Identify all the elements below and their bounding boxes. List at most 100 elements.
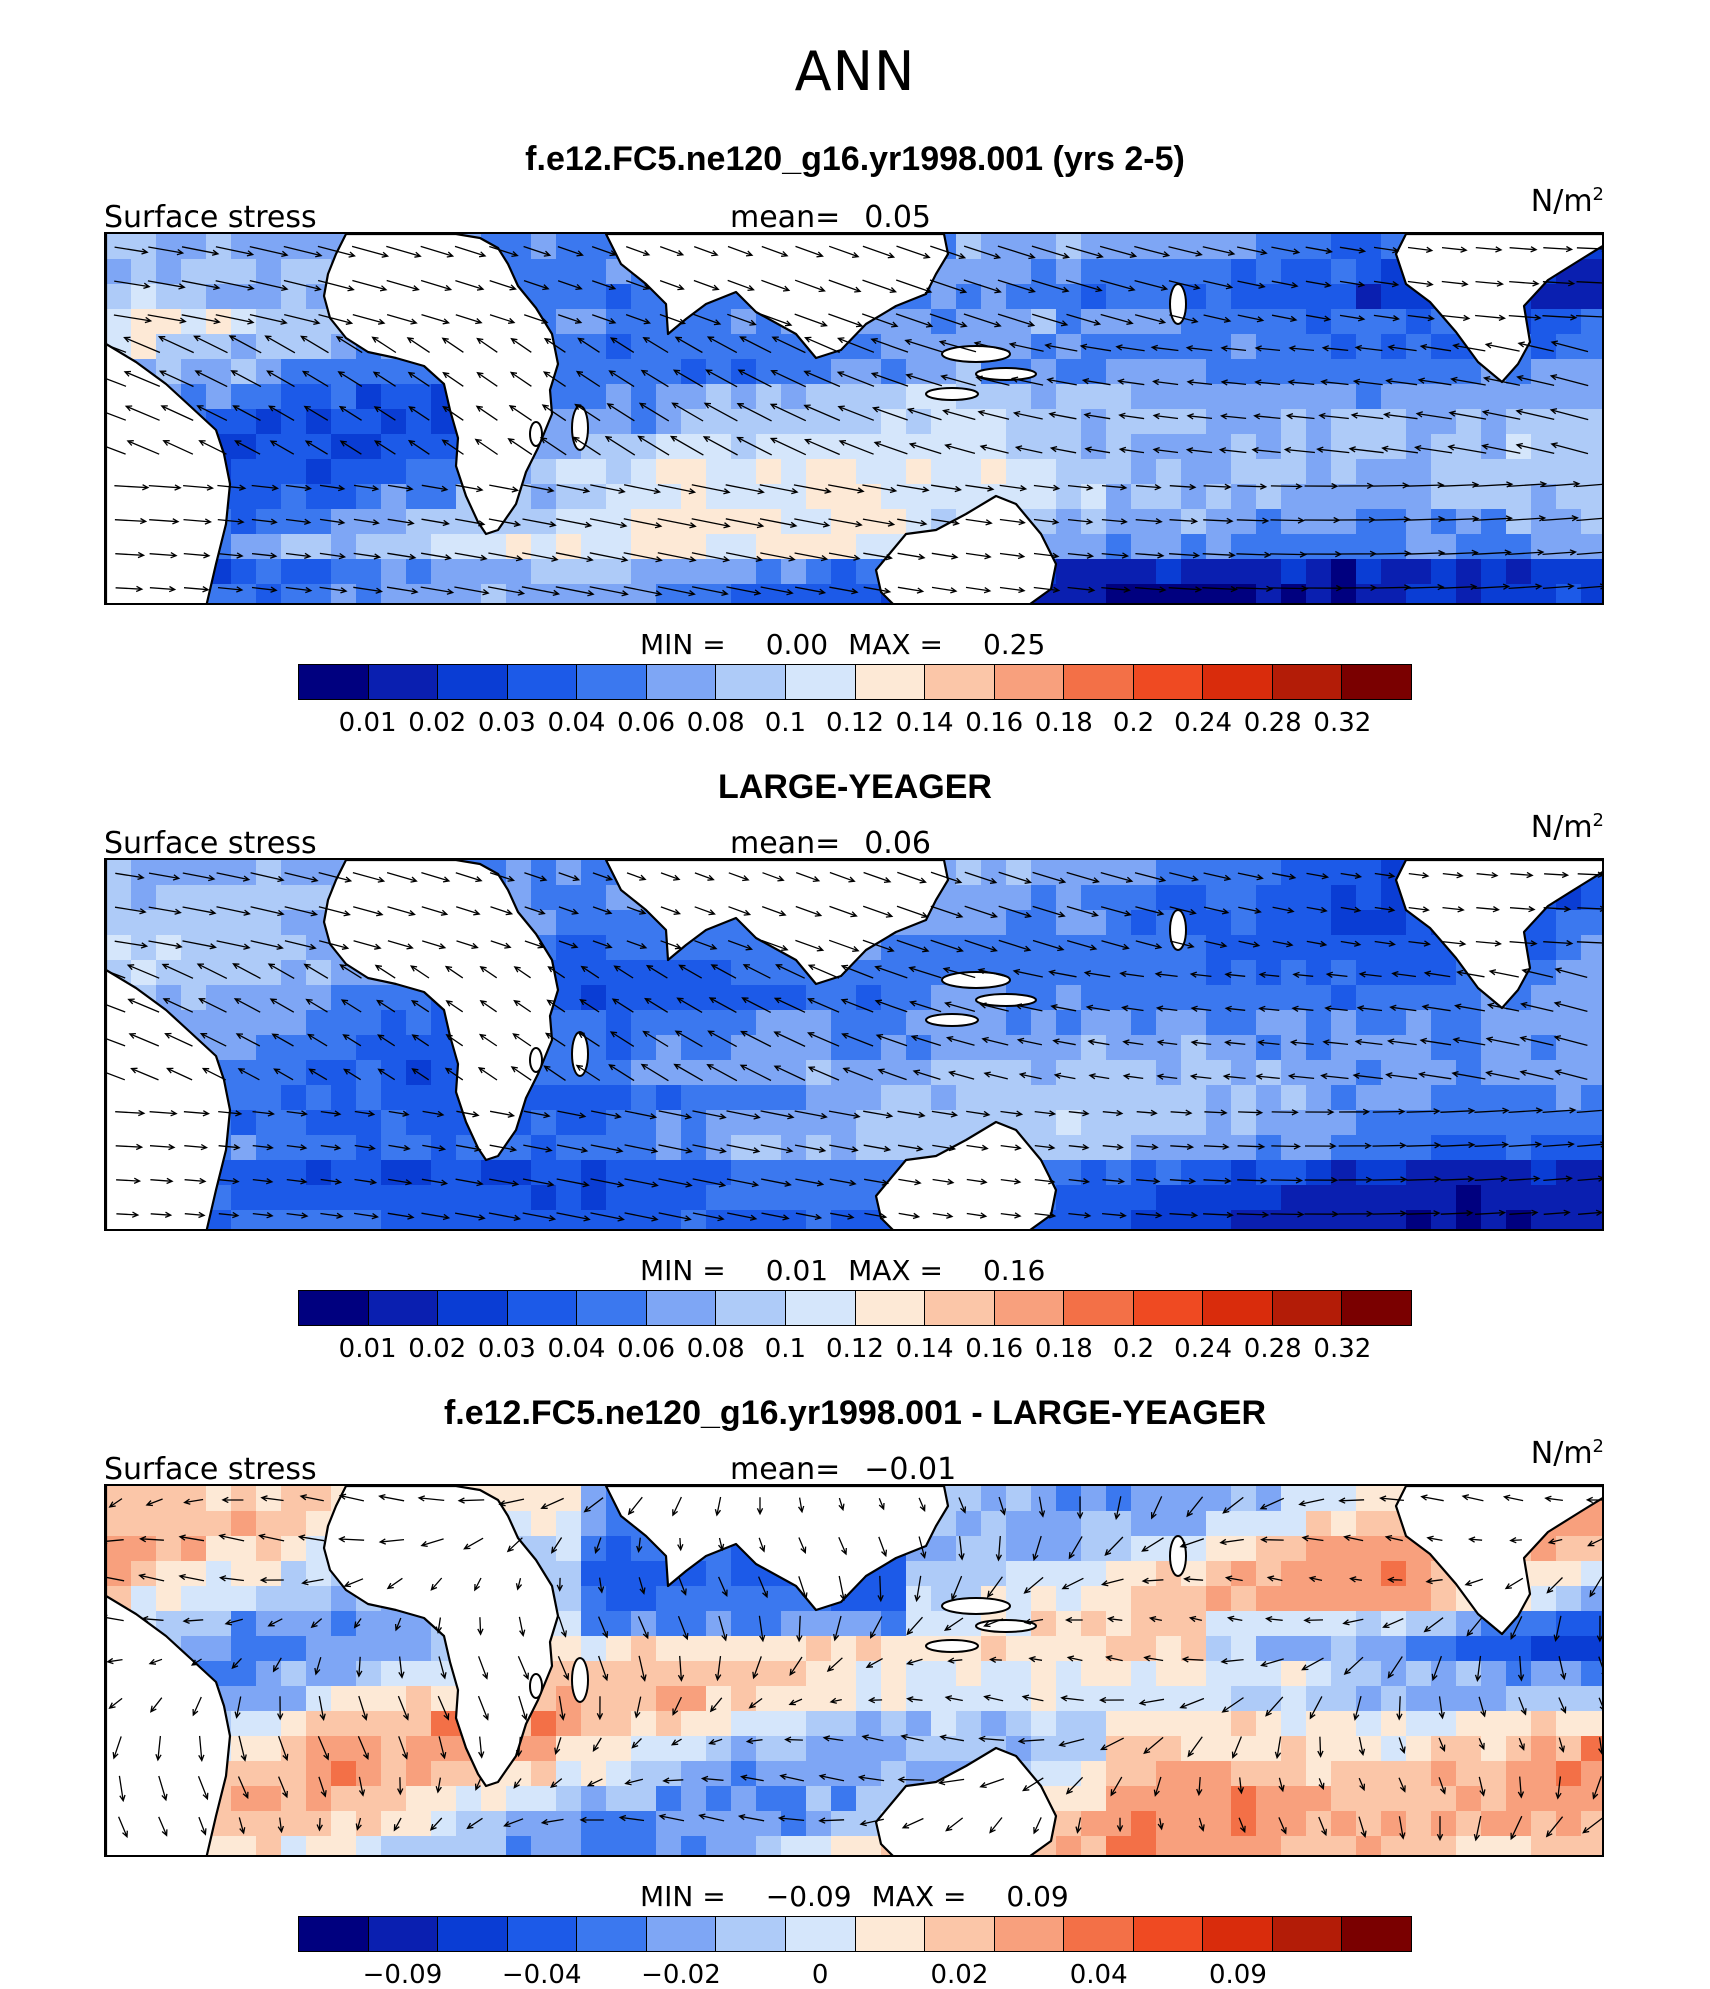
field-cell (1231, 1210, 1257, 1229)
stress-vector (1587, 1538, 1602, 1547)
field-cell (1206, 1536, 1232, 1562)
stress-vector (138, 1573, 165, 1582)
stress-vector (522, 1212, 557, 1222)
stress-vector (352, 871, 386, 883)
stress-vector (490, 940, 512, 949)
field-cell (1506, 1836, 1532, 1855)
land-mass (322, 1486, 560, 1788)
colorbar-ticks: 0.01 0.02 0.03 0.04 0.06 0.08 0.1 0.12 0.14 0.16 0… (298, 1334, 1412, 1368)
field-cell (931, 1661, 957, 1687)
stress-vector (1517, 1776, 1525, 1799)
stress-vector (148, 940, 183, 950)
stress-vector (1339, 314, 1366, 322)
field-cell (406, 1210, 432, 1229)
field-cell (1156, 1210, 1182, 1229)
stress-vector (237, 1776, 249, 1800)
stress-vector (148, 246, 185, 256)
stress-vector (590, 1110, 622, 1120)
stress-vector (865, 1658, 883, 1668)
stress-vector (838, 1536, 847, 1556)
stress-vector (1508, 1175, 1541, 1182)
stress-vector (455, 872, 483, 883)
stress-vector (964, 939, 998, 953)
stress-vector (609, 1031, 635, 1047)
field-cell (356, 1786, 382, 1812)
stress-vector (182, 1617, 204, 1625)
stress-vector (557, 280, 583, 291)
stress-vector (558, 1695, 566, 1721)
stress-vector (1442, 906, 1465, 913)
stress-vector (1454, 1003, 1486, 1012)
field-cell (206, 359, 232, 385)
field-cell (1181, 1611, 1207, 1637)
field-cell (1306, 1761, 1332, 1787)
stress-vector (1407, 246, 1434, 254)
field-cell (681, 334, 707, 360)
field-cell (1456, 484, 1482, 510)
field-cell (781, 1160, 807, 1186)
stress-vector (1348, 446, 1384, 454)
field-cell (731, 1661, 757, 1687)
stress-vector (157, 336, 194, 354)
field-cell (1006, 1686, 1032, 1712)
field-cell (256, 860, 282, 886)
field-cell (106, 284, 132, 310)
field-cell (756, 459, 782, 485)
field-cell (381, 559, 407, 585)
stress-vector (1371, 516, 1411, 523)
field-cell (1131, 384, 1157, 410)
field-cell (1356, 1486, 1382, 1512)
field-cell (606, 910, 632, 936)
field-cell (581, 885, 607, 911)
stress-vector (726, 1178, 760, 1188)
field-cell (256, 1561, 282, 1587)
field-cell (1106, 434, 1132, 460)
stress-vector (1032, 1535, 1042, 1562)
stress-vector (627, 1496, 643, 1516)
stress-vector (586, 1778, 603, 1787)
field-cell (681, 1586, 707, 1612)
field-cell (1456, 1135, 1482, 1161)
field-cell (1331, 559, 1357, 585)
field-cell (1006, 1536, 1032, 1562)
stress-vector (320, 1110, 342, 1117)
stress-vector (1464, 1578, 1484, 1587)
field-cell (1156, 1185, 1182, 1211)
stress-vector (863, 1178, 890, 1186)
field-cell (1456, 1836, 1482, 1855)
stress-vector (558, 906, 580, 915)
stress-vector (234, 1696, 242, 1719)
stress-vector (218, 1211, 240, 1219)
stress-vector (638, 1577, 646, 1595)
field-cell (1556, 309, 1582, 335)
stress-vector (795, 245, 824, 258)
stress-vector (523, 245, 552, 257)
field-cell (1056, 960, 1082, 986)
stress-vector (1475, 246, 1503, 253)
field-cell (1306, 509, 1332, 535)
field-cell (781, 1836, 807, 1855)
field-cell (1056, 384, 1082, 410)
stress-vector (1545, 1816, 1564, 1838)
stress-vector (897, 552, 926, 561)
field-cell (1456, 1711, 1482, 1737)
field-cell (606, 1711, 632, 1737)
stress-vector (693, 245, 719, 257)
stress-vector (692, 1178, 727, 1188)
stress-vector (964, 871, 998, 884)
stress-vector (1387, 1656, 1403, 1679)
stress-vector (1321, 345, 1349, 352)
field-cell (506, 584, 532, 603)
field-cell (1331, 1636, 1357, 1662)
stress-vector (557, 245, 584, 257)
field-cell (706, 1786, 732, 1812)
colorbar-swatch (994, 1917, 1065, 1951)
field-cell (1456, 1736, 1482, 1762)
land-mass (106, 860, 232, 1229)
stress-vector (874, 999, 908, 1013)
stress-vector (1504, 1577, 1524, 1590)
field-cell (481, 559, 507, 585)
stress-vector (1318, 1816, 1327, 1837)
stress-vector (221, 1496, 244, 1504)
variable-label: Surface stress (104, 826, 317, 861)
